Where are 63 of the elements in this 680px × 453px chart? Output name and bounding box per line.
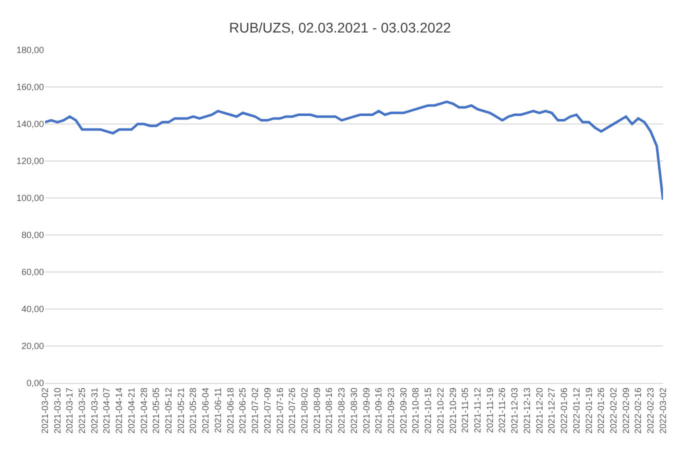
x-tick-label: 2021-11-12 (472, 388, 483, 433)
x-tick-label: 2021-04-28 (138, 388, 149, 434)
x-tick-label: 2021-08-23 (336, 388, 347, 434)
y-tick-label: 20,00 (21, 341, 44, 352)
line-series (45, 100, 663, 202)
x-tick-label: 2021-05-28 (188, 388, 198, 434)
x-tick-label: 2022-02-23 (646, 388, 656, 434)
x-tick-label: 2021-05-21 (176, 388, 186, 434)
y-tick-label: 0,00 (26, 378, 44, 388)
x-tick-label: 2021-07-02 (250, 388, 260, 434)
x-tick-label: 2021-04-14 (114, 388, 124, 434)
x-tick-label: 2021-12-27 (546, 388, 557, 434)
x-tick-label: 2021-06-25 (238, 388, 248, 434)
x-tick-label: 2021-03-02 (40, 388, 50, 434)
x-tick-label: 2021-06-18 (225, 388, 236, 434)
x-tick-label: 2022-02-09 (620, 388, 631, 434)
x-tick-label: 2021-03-31 (89, 388, 100, 434)
x-tick-label: 2021-08-16 (324, 388, 334, 434)
x-tick-label: 2021-08-02 (299, 388, 310, 434)
y-tick-label: 60,00 (21, 267, 44, 278)
y-tick-label: 120,00 (16, 156, 44, 166)
x-tick-label: 2022-02-02 (608, 388, 618, 434)
x-tick-label: 2021-11-26 (497, 388, 508, 433)
x-tick-label: 2021-12-13 (522, 388, 532, 434)
x-tick-label: 2021-03-10 (52, 388, 62, 434)
x-tick-label: 2022-01-06 (559, 388, 570, 434)
y-tick-label: 180,00 (16, 45, 44, 56)
x-tick-label: 2021-08-30 (348, 388, 359, 434)
x-tick-label: 2021-09-16 (374, 388, 384, 434)
x-tick-label: 2022-01-19 (584, 388, 594, 434)
x-tick-label: 2021-09-09 (361, 388, 372, 434)
x-tick-label: 2021-12-03 (510, 388, 520, 434)
y-tick-label: 80,00 (21, 230, 44, 240)
x-tick-label: 2021-03-17 (64, 388, 75, 434)
x-tick-label: 2021-12-20 (534, 388, 544, 434)
x-tick-label: 2021-10-15 (423, 388, 434, 434)
x-tick-label: 2021-11-05 (460, 388, 470, 433)
x-tick-label: 2021-05-05 (151, 388, 162, 434)
x-tick-label: 2021-04-21 (126, 388, 136, 434)
x-tick-label: 2021-05-12 (164, 388, 174, 434)
x-tick-label: 2021-10-08 (410, 388, 421, 434)
x-tick-label: 2021-09-30 (398, 388, 408, 434)
x-tick-label: 2021-11-19 (484, 388, 495, 433)
x-tick-label: 2022-02-16 (633, 388, 644, 434)
x-tick-label: 2021-06-04 (200, 388, 211, 434)
y-tick-label: 100,00 (16, 193, 44, 204)
x-tick-label: 2021-07-26 (287, 388, 298, 434)
y-tick-label: 160,00 (16, 82, 44, 92)
x-tick-label: 2021-08-09 (312, 388, 322, 434)
x-tick-label: 2022-01-12 (571, 388, 582, 434)
x-tick-label: 2022-01-26 (596, 388, 606, 434)
chart-title: RUB/UZS, 02.03.2021 - 03.03.2022 (229, 19, 452, 36)
y-tick-label: 140,00 (16, 119, 44, 130)
y-tick-label: 40,00 (21, 304, 44, 314)
x-tick-label: 2022-03-02 (658, 388, 668, 434)
x-tick-label: 2021-10-29 (448, 388, 458, 434)
x-tick-label: 2021-03-25 (77, 388, 88, 434)
x-tick-label: 2021-04-07 (102, 388, 112, 434)
x-tick-label: 2021-07-16 (274, 388, 285, 434)
x-tick-label: 2021-10-22 (435, 388, 446, 434)
x-tick-label: 2021-09-23 (386, 388, 396, 434)
x-tick-label: 2021-07-09 (262, 388, 272, 434)
x-tick-label: 2021-06-11 (212, 388, 223, 433)
